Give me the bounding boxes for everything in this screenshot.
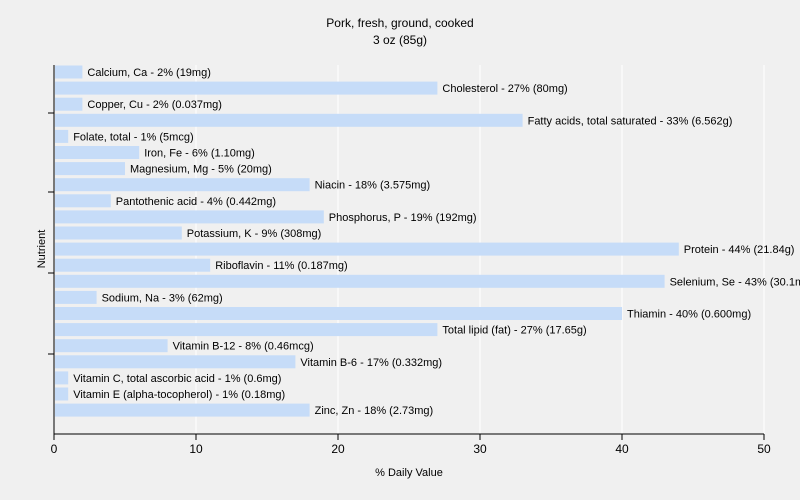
x-tick-label: 20	[331, 442, 345, 456]
bar-label: Total lipid (fat) - 27% (17.65g)	[442, 325, 586, 337]
bar-label: Zinc, Zn - 18% (2.73mg)	[315, 405, 434, 417]
bar	[55, 210, 324, 224]
bar	[55, 146, 140, 159]
bar	[55, 162, 125, 176]
x-tick-label: 10	[189, 442, 203, 456]
bar	[55, 403, 310, 417]
bar-label: Vitamin B-12 - 8% (0.46mcg)	[173, 341, 314, 353]
bar	[55, 81, 438, 95]
axes	[48, 65, 764, 435]
chart-subtitle: 3 oz (85g)	[372, 33, 428, 47]
bar	[55, 339, 168, 353]
bar-label: Vitamin E (alpha-tocopherol) - 1% (0.18m…	[73, 389, 285, 401]
x-tick-label: 0	[51, 442, 58, 456]
bar-label: Protein - 44% (21.84g)	[684, 244, 795, 256]
bar	[55, 65, 83, 79]
bar	[55, 387, 69, 401]
bar-label: Copper, Cu - 2% (0.037mg)	[87, 99, 222, 111]
x-ticks: 0 10 20 30 40 50	[51, 434, 771, 456]
bar	[55, 274, 665, 288]
bar-label: Pantothenic acid - 4% (0.442mg)	[116, 196, 276, 208]
bar	[55, 323, 438, 337]
bar	[55, 178, 310, 192]
bar-label: Cholesterol - 27% (80mg)	[442, 83, 567, 95]
y-axis-title: Nutrient	[36, 230, 48, 269]
bar-label: Thiamin - 40% (0.600mg)	[627, 309, 751, 321]
bars: Calcium, Ca - 2% (19mg) Cholesterol - 27%…	[55, 65, 800, 417]
bar-label: Magnesium, Mg - 5% (20mg)	[130, 164, 272, 176]
bar	[55, 307, 622, 320]
bar-label: Sodium, Na - 3% (62mg)	[102, 292, 223, 304]
chart-title: Pork, fresh, ground, cooked	[326, 16, 474, 30]
bar-label: Selenium, Se - 43% (30.1mcg)	[670, 276, 800, 288]
bar-label: Folate, total - 1% (5mcg)	[73, 131, 193, 143]
bar	[55, 355, 296, 369]
x-tick-label: 50	[757, 442, 771, 456]
bar-label: Vitamin B-6 - 17% (0.332mg)	[300, 357, 442, 369]
bar-label: Fatty acids, total saturated - 33% (6.56…	[528, 115, 733, 127]
bar	[55, 194, 111, 208]
bar	[55, 97, 83, 111]
bar-label: Vitamin C, total ascorbic acid - 1% (0.6…	[73, 373, 281, 385]
bar	[55, 226, 182, 240]
bar	[55, 113, 523, 127]
bar	[55, 290, 97, 304]
bar	[55, 371, 69, 385]
bar	[55, 258, 211, 272]
bar	[55, 129, 69, 143]
bar-label: Calcium, Ca - 2% (19mg)	[87, 67, 210, 79]
bar-label: Iron, Fe - 6% (1.10mg)	[144, 148, 255, 160]
x-tick-label: 30	[473, 442, 487, 456]
x-axis-title: % Daily Value	[375, 467, 443, 479]
bar-label: Potassium, K - 9% (308mg)	[187, 228, 321, 240]
bar-label: Niacin - 18% (3.575mg)	[315, 180, 431, 192]
bar-label: Phosphorus, P - 19% (192mg)	[329, 212, 477, 224]
bar-label: Riboflavin - 11% (0.187mg)	[215, 260, 347, 272]
bar	[55, 242, 679, 256]
x-tick-label: 40	[615, 442, 629, 456]
